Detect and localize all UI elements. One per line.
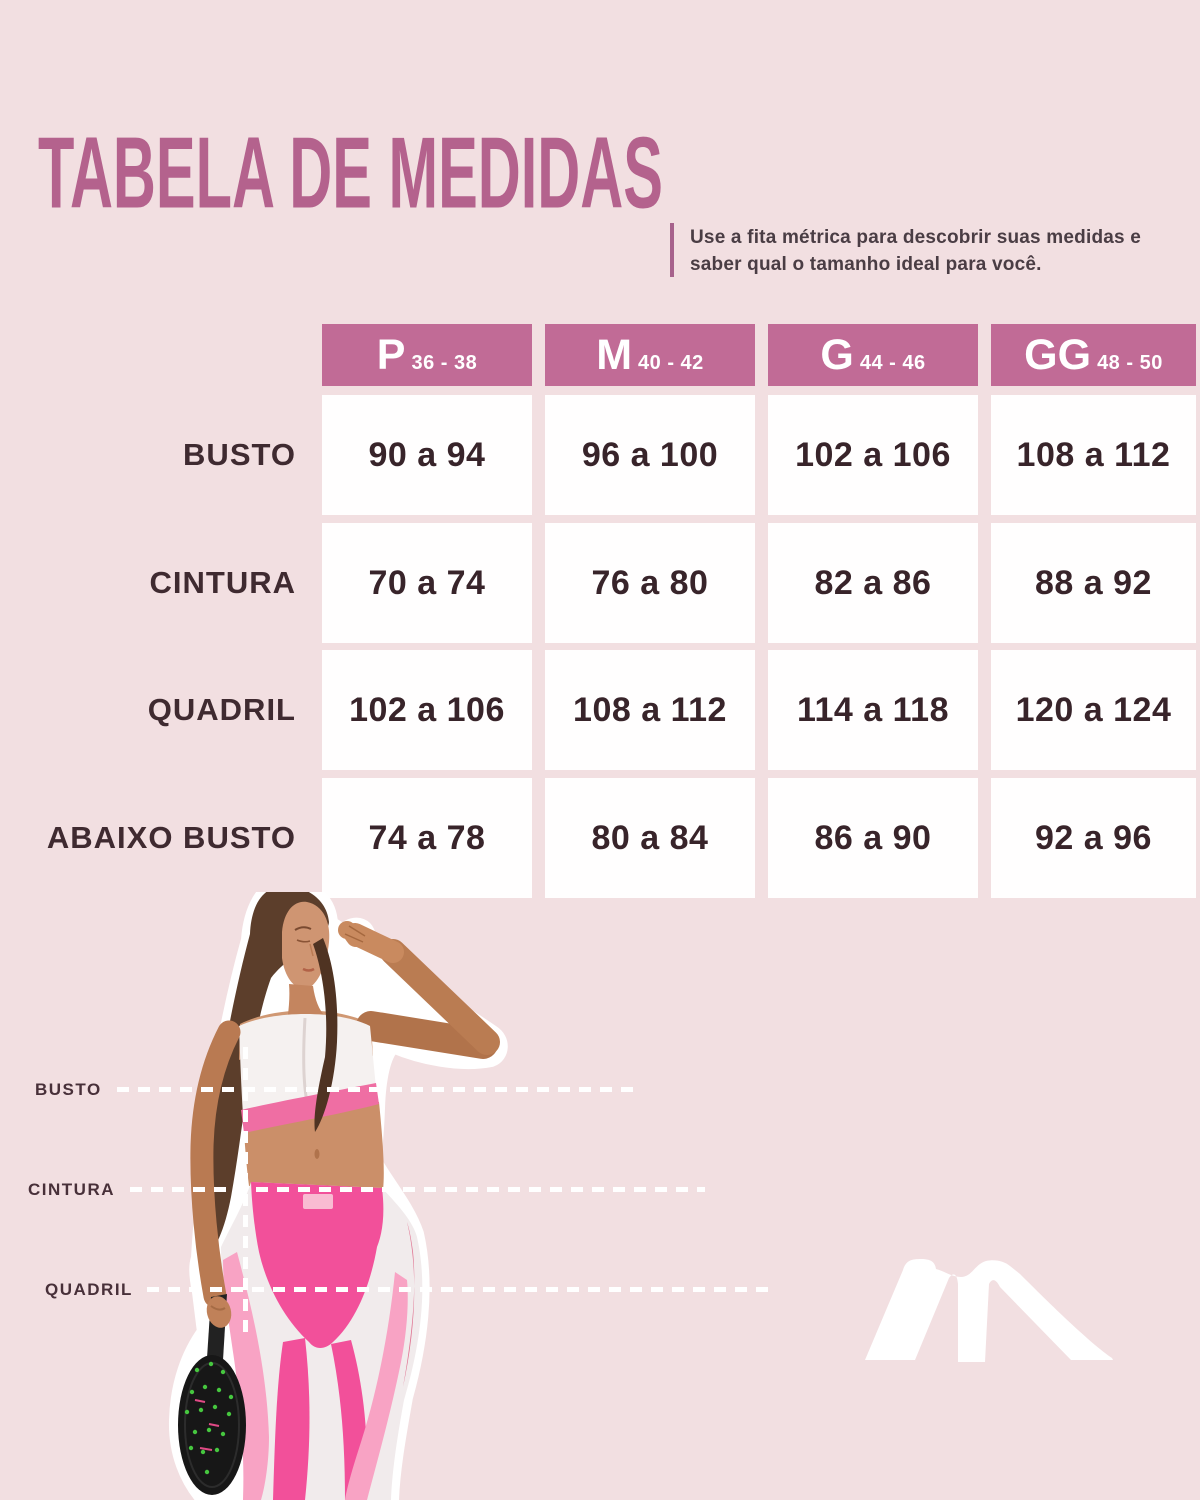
size-header-p: P 36 - 38 [322, 324, 532, 386]
table-cell-abaixo-busto-g: 86 a 90 [768, 778, 978, 898]
waistband-logo-tag [303, 1194, 333, 1209]
row-label-busto: BUSTO [183, 437, 296, 472]
figure-label-cintura: CINTURA [28, 1180, 115, 1199]
size-range: 40 - 42 [638, 352, 704, 374]
table-cell-quadril-g: 114 a 118 [768, 650, 978, 770]
subtitle-line-2: saber qual o tamanho ideal para você. [690, 254, 1042, 275]
model-right-arm [338, 921, 500, 1059]
subtitle-accent-bar [670, 223, 674, 277]
table-cell-cintura-p: 70 a 74 [322, 523, 532, 643]
size-header-g: G 44 - 46 [768, 324, 978, 386]
figure-label-quadril: QUADRIL [45, 1280, 133, 1299]
subtitle-text: Use a fita métrica para descobrir suas m… [690, 224, 1200, 278]
size-letter: GG [1024, 331, 1092, 379]
row-label-cintura: CINTURA [149, 565, 296, 600]
table-cell-busto-gg: 108 a 112 [991, 395, 1196, 515]
table-cell-cintura-g: 82 a 86 [768, 523, 978, 643]
table-cell-quadril-m: 108 a 112 [545, 650, 755, 770]
size-letter: G [820, 331, 854, 379]
leggings [221, 1182, 423, 1500]
table-cell-quadril-p: 102 a 106 [322, 650, 532, 770]
table-cell-quadril-gg: 120 a 124 [991, 650, 1196, 770]
page-title: TABELA DE MEDIDAS [38, 117, 663, 230]
size-header-m: M 40 - 42 [545, 324, 755, 386]
row-label-quadril: QUADRIL [147, 692, 296, 727]
model-hair-front [313, 938, 338, 1132]
busto-measure-line [117, 1087, 640, 1092]
size-range: 36 - 38 [411, 352, 478, 374]
vertical-measure-line [243, 1047, 248, 1332]
size-range: 48 - 50 [1097, 352, 1163, 374]
table-cell-cintura-m: 76 a 80 [545, 523, 755, 643]
model-photo [168, 892, 508, 1500]
brand-m-logo [865, 1259, 1113, 1362]
table-cell-busto-m: 96 a 100 [545, 395, 755, 515]
table-cell-abaixo-busto-p: 74 a 78 [322, 778, 532, 898]
cintura-measure-line [130, 1187, 705, 1192]
model-left-arm [190, 1020, 241, 1308]
row-label-abaixo-busto: ABAIXO BUSTO [46, 820, 296, 855]
table-cell-cintura-gg: 88 a 92 [991, 523, 1196, 643]
size-range: 44 - 46 [859, 352, 926, 374]
table-cell-abaixo-busto-m: 80 a 84 [545, 778, 755, 898]
size-letter: M [596, 331, 633, 379]
size-letter: P [376, 331, 406, 379]
figure-label-busto: BUSTO [35, 1080, 102, 1099]
size-header-gg: GG 48 - 50 [991, 324, 1196, 386]
table-cell-busto-p: 90 a 94 [322, 395, 532, 515]
subtitle-line-1: Use a fita métrica para descobrir suas m… [690, 227, 1142, 248]
quadril-measure-line [147, 1287, 770, 1292]
table-cell-busto-g: 102 a 106 [768, 395, 978, 515]
model-left-hand [206, 1296, 232, 1328]
table-cell-abaixo-busto-gg: 92 a 96 [991, 778, 1196, 898]
